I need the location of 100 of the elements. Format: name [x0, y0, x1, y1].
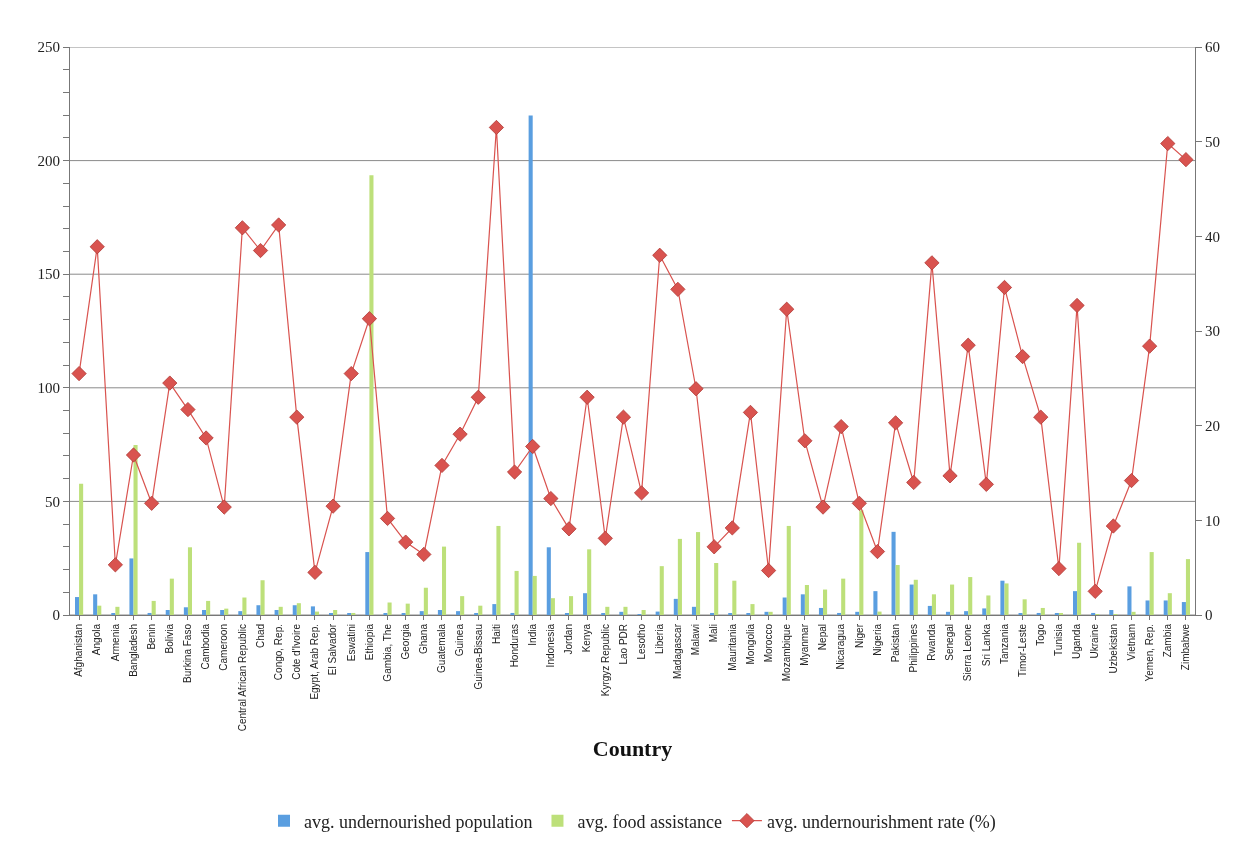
x-tick-label: Indonesia [545, 623, 557, 668]
x-tick-label: Nicaragua [835, 623, 847, 670]
bar [786, 525, 791, 615]
x-tick-label: Ghana [418, 623, 430, 655]
x-tick-label: Morocco [762, 623, 774, 663]
bar [206, 600, 211, 615]
bar [151, 600, 156, 615]
x-tick-label: Nepal [817, 624, 829, 651]
x-tick-label: Uganda [1071, 623, 1083, 660]
bar [496, 525, 501, 615]
bar [1109, 610, 1114, 615]
bar [456, 611, 461, 615]
x-tick-label: Bangladesh [127, 624, 139, 677]
bar [242, 597, 247, 615]
bar [187, 547, 193, 615]
bar [714, 562, 719, 615]
x-tick-label: Timor-Leste [1016, 623, 1028, 677]
bar [968, 577, 973, 615]
bar [165, 610, 170, 615]
bar [1091, 612, 1096, 615]
bar [950, 584, 955, 615]
x-tick-label: Zambia [1162, 623, 1174, 658]
x-tick-label: Congo, Rep. [272, 624, 284, 681]
bar [1022, 599, 1027, 615]
x-tick-label: Ukraine [1089, 623, 1101, 659]
x-tick-label: Cambodia [200, 623, 212, 670]
bar [1127, 586, 1132, 615]
legend-label: avg. undernourished population [304, 811, 533, 832]
bar [873, 591, 878, 615]
x-tick-label: Mongolia [744, 623, 756, 665]
x-tick-label: Kenya [581, 623, 593, 653]
bar [982, 608, 987, 615]
bar [641, 610, 646, 615]
x-tick-label: Haiti [490, 624, 502, 645]
bar [710, 612, 715, 615]
x-tick-label: El Salvador [327, 623, 339, 676]
bar [986, 595, 991, 615]
x-tick-label: Rwanda [926, 623, 938, 661]
bar [623, 606, 628, 615]
x-tick-label: Central African Republic [236, 624, 248, 732]
bar [129, 558, 134, 615]
bar [550, 598, 555, 615]
bar [927, 605, 932, 615]
bar [278, 606, 283, 615]
bar [1181, 602, 1186, 615]
y-tick-label: 250 [37, 39, 60, 56]
bar [732, 580, 737, 615]
bar [115, 606, 120, 615]
bar [877, 611, 882, 615]
x-tick-label: Niger [853, 623, 865, 648]
x-tick-label: Benin [145, 624, 157, 650]
x-tick-label: Togo [1035, 623, 1047, 646]
bar [619, 611, 624, 615]
bar [891, 531, 896, 615]
x-tick-label: Senegal [944, 624, 956, 661]
bar [478, 605, 483, 615]
bar [260, 580, 265, 615]
bar [514, 570, 519, 615]
x-tick-label: Cote d'Ivoire [291, 623, 303, 680]
y-tick-label: 100 [37, 380, 60, 397]
bar [423, 587, 428, 615]
bar [441, 546, 447, 615]
x-tick-label: Guinea-Bissau [472, 624, 484, 690]
bar [855, 611, 860, 615]
bar [1004, 583, 1009, 615]
bar [583, 593, 588, 615]
bar [532, 575, 537, 615]
x-tick-label: Philippines [908, 624, 919, 673]
bar [387, 602, 392, 615]
bar [93, 594, 98, 615]
x-tick-label: Bolivia [164, 623, 176, 654]
bar [1163, 600, 1168, 615]
x-tick-label: Guatemala [436, 623, 448, 673]
bar [183, 607, 188, 615]
bar [931, 594, 936, 615]
bar [351, 612, 356, 615]
y2-tick-label: 10 [1205, 512, 1220, 529]
x-tick-label: Sri Lanka [980, 623, 992, 667]
x-tick-label: Angola [91, 623, 103, 656]
bar [837, 612, 842, 615]
bar [256, 605, 261, 615]
x-tick-label: Afghanistan [73, 624, 85, 677]
x-tick-label: Burkina Faso [182, 623, 194, 683]
bar [823, 589, 828, 615]
x-tick-label: Yemen, Rep. [1143, 624, 1155, 682]
bar [405, 603, 410, 615]
bar [79, 483, 84, 615]
y2-tick-label: 60 [1205, 39, 1220, 56]
y2-tick-label: 0 [1205, 607, 1213, 624]
bar [1131, 611, 1136, 615]
bar [750, 604, 755, 615]
x-tick-label: Ethiopia [363, 623, 375, 661]
x-tick-label: Vietnam [1125, 624, 1137, 661]
bar [818, 607, 824, 615]
bar [419, 611, 424, 615]
x-tick-label: Lao PDR [617, 624, 629, 665]
x-tick-label: Jordan [563, 624, 575, 655]
x-tick-label: Lesotho [635, 623, 647, 660]
bar [659, 566, 664, 615]
x-tick-label: Tanzania [998, 623, 1010, 665]
